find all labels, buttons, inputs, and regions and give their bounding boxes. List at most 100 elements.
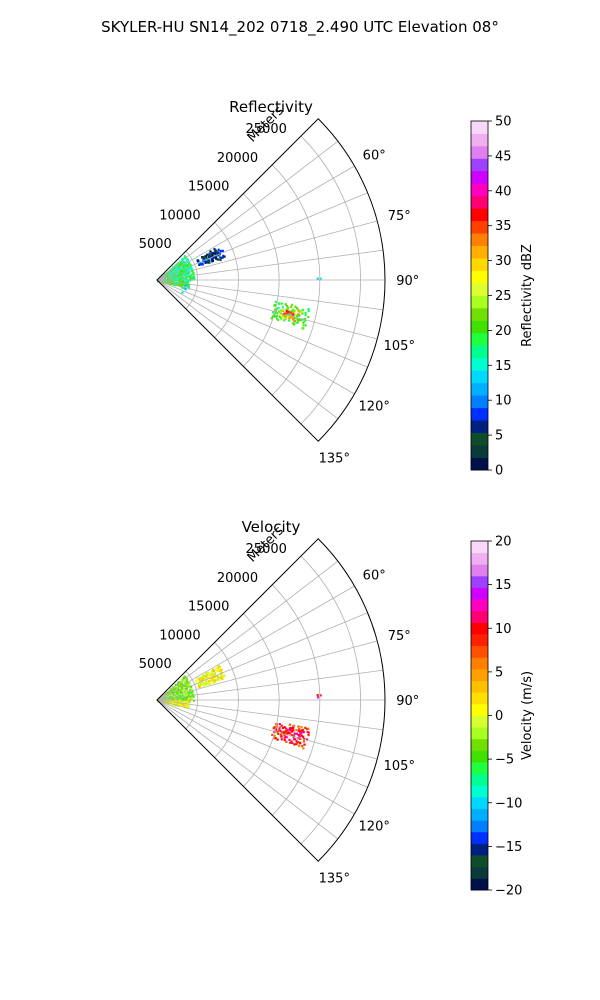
echo-cell: [184, 694, 187, 697]
colorbar-tick-label: 30: [495, 254, 512, 269]
echo-cell: [185, 264, 188, 267]
echo-cell: [208, 254, 211, 257]
echo-cell: [217, 667, 220, 670]
colorbar-segment: [471, 703, 488, 716]
azimuth-tick-label: 75°: [388, 629, 411, 644]
echo-cell: [271, 733, 274, 736]
colorbar-tick-label: −20: [495, 884, 522, 899]
range-tick-label: 15000: [188, 180, 229, 195]
colorbar-tick-label: 20: [495, 324, 512, 339]
echo-cell: [179, 270, 183, 273]
colorbar-segment: [471, 645, 488, 658]
echo-cell: [297, 734, 300, 737]
colorbar-segment: [471, 445, 488, 458]
echo-cell: [185, 260, 188, 263]
echo-cell: [184, 288, 187, 291]
echo-cell: [198, 261, 201, 265]
range-tick-label: 5000: [139, 237, 172, 252]
echo-cell: [276, 312, 279, 315]
echo-cell: [191, 270, 194, 273]
echo-cell: [283, 738, 286, 742]
echo-cell: [167, 282, 170, 285]
echo-cell: [212, 670, 215, 673]
azimuth-spoke: [156, 612, 368, 701]
echo-cell: [298, 735, 301, 738]
echo-cell: [276, 730, 279, 733]
range-tick-label: 5000: [139, 657, 172, 672]
echo-cell: [218, 676, 221, 679]
echo-cell: [272, 727, 275, 730]
echo-cell: [307, 727, 310, 730]
echo-cell: [216, 666, 219, 669]
echo-cell: [174, 689, 177, 692]
echo-cell: [285, 740, 288, 743]
echo-cell: [213, 672, 216, 675]
echo-cell: [211, 251, 214, 255]
colorbar: 0 5 10 15 20 25 30 35 40 45 50 Reflectivity dBZ: [470, 115, 535, 479]
echo-cell: [174, 685, 177, 688]
echo-cell: [170, 693, 174, 696]
colorbar-segment: [471, 773, 488, 786]
echo-cell: [280, 724, 283, 727]
echo-cell: [299, 310, 302, 313]
colorbar-segment: [471, 220, 488, 234]
echo-cell: [219, 249, 222, 252]
echo-cell: [222, 676, 225, 679]
echo-cell: [176, 275, 179, 278]
colorbar-segment: [471, 395, 488, 409]
azimuth-spoke: [156, 192, 368, 281]
echo-cell: [177, 692, 180, 695]
echo-cell: [184, 263, 187, 266]
echo-cell: [197, 259, 200, 262]
echo-cell: [196, 677, 199, 680]
azimuth-tick-label: 60°: [363, 149, 386, 164]
colorbar-tick-label: 0: [495, 709, 503, 724]
echo-cell: [280, 317, 283, 320]
azimuth-spoke: [156, 640, 378, 701]
colorbar-segment: [471, 420, 488, 433]
echo-cell: [191, 689, 194, 693]
azimuth-tick-label: 120°: [359, 399, 390, 414]
echo-cell: [164, 281, 168, 284]
colorbar-tick-label: −5: [495, 753, 514, 768]
echo-cell: [177, 695, 180, 698]
echo-cell: [301, 745, 304, 748]
echo-cell: [174, 683, 177, 686]
colorbar-segment: [471, 307, 488, 321]
echo-cell: [278, 315, 281, 318]
echo-cell: [286, 312, 289, 315]
echo-cell: [273, 725, 276, 729]
echo-cell: [185, 280, 188, 283]
echo-cell: [212, 668, 215, 671]
echo-cell: [221, 249, 224, 252]
echo-cell: [274, 309, 277, 312]
echo-cell: [296, 307, 299, 310]
echo-cell: [185, 689, 188, 692]
colorbar: −20 −15 −10 −5 0 5 10 15 20 Velocity (m/s): [470, 535, 535, 899]
echo-cell: [307, 734, 310, 737]
echo-cell: [281, 731, 284, 734]
echo-cell: [292, 729, 295, 732]
echo-cell: [291, 314, 294, 317]
colorbar-segment: [471, 121, 488, 134]
echo-cell: [186, 258, 189, 262]
colorbar-segment: [471, 657, 488, 670]
echo-cell: [217, 258, 220, 261]
echo-cell: [295, 729, 298, 732]
echo-cell: [288, 738, 291, 741]
echo-cell: [288, 729, 292, 732]
echo-cell: [184, 701, 187, 704]
echo-cell: [219, 251, 222, 254]
echo-cell: [297, 725, 300, 728]
echo-cell: [207, 260, 210, 263]
colorbar-segment: [471, 680, 488, 693]
echo-cell: [287, 310, 290, 314]
echo-cell: [183, 261, 186, 264]
echo-cell: [181, 686, 184, 689]
echo-cell: [302, 747, 305, 750]
colorbar-segment: [471, 762, 488, 775]
colorbar-segment: [471, 552, 488, 565]
colorbar-segment: [471, 245, 488, 259]
echo-cell: [203, 256, 206, 259]
azimuth-spoke: [156, 669, 384, 701]
